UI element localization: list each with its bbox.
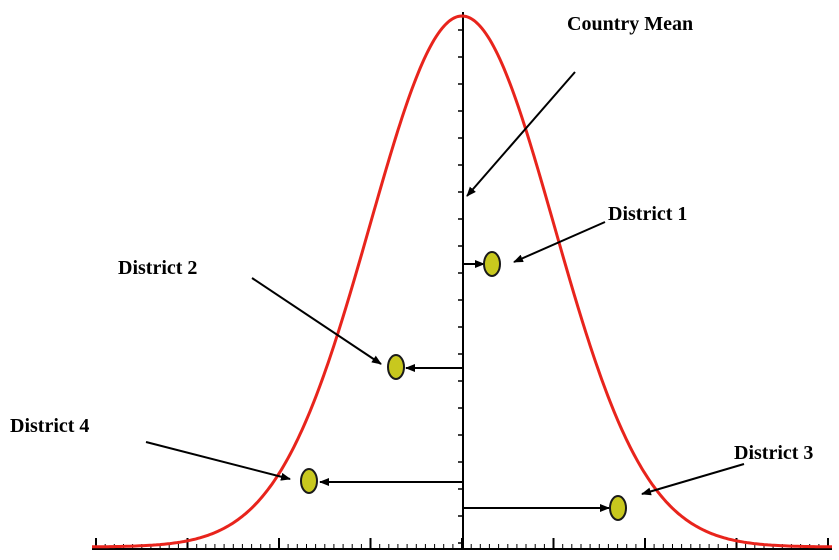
district-3-label: District 3 [734, 442, 813, 464]
district-1-marker [483, 251, 501, 277]
district-3-pointer-arrow [641, 463, 745, 496]
district-4-label: District 4 [10, 415, 89, 437]
district-2-label: District 2 [118, 257, 197, 279]
x-axis-ticks [95, 538, 829, 549]
district-2-pointer-arrow [251, 277, 382, 365]
y-axis-ticks [458, 29, 463, 544]
district-4-marker [300, 468, 318, 494]
district-2-marker [387, 354, 405, 380]
district-3-marker [609, 495, 627, 521]
y-axis [458, 12, 464, 549]
district-4-pointer-arrow [145, 441, 291, 481]
district-1-pointer-arrow [513, 221, 606, 263]
normal-distribution-curve [92, 14, 832, 549]
country-mean-label: Country Mean [567, 13, 693, 35]
country-mean-pointer-arrow [466, 71, 576, 197]
district-1-label: District 1 [608, 203, 687, 225]
